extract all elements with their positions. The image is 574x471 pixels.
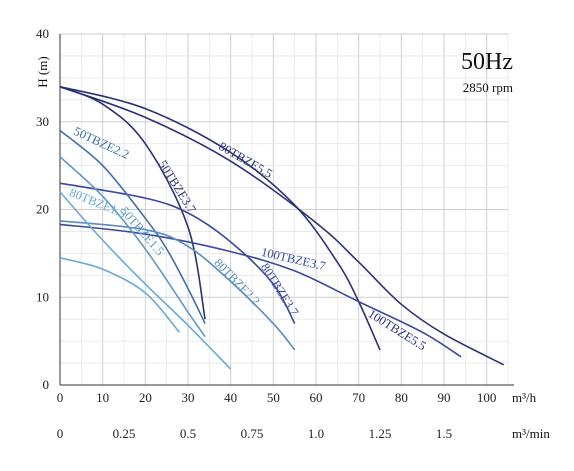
x-tick-label: 0 xyxy=(57,390,64,405)
curve-80tbze5-5 xyxy=(59,85,505,366)
curve-50tbze3-7 xyxy=(59,85,206,320)
x-tick-label: 60 xyxy=(310,390,323,405)
axes: 0 10 20 30 40 0 10 20 30 40 50 60 70 80 90 100 0 0.25 0.5 0… xyxy=(36,26,514,441)
curve-80tbze2-2 xyxy=(59,220,296,351)
rpm-annotation: 2850 rpm xyxy=(463,80,513,95)
series-label: 50TBZE2.2 xyxy=(72,124,132,162)
y-axis-title: H (m) xyxy=(35,56,50,87)
curve-50tbze1-5 xyxy=(59,156,206,338)
x2-tick-label: 1.5 xyxy=(436,426,452,441)
y-tick-label: 10 xyxy=(36,289,49,304)
x2-tick-label: 1.0 xyxy=(308,426,324,441)
x-tick-label: 80 xyxy=(395,390,408,405)
x-tick-label: 10 xyxy=(96,390,109,405)
x-axis-title-primary: m³/h xyxy=(512,390,537,405)
curve-100tbze5-5 xyxy=(59,85,381,351)
y-tick-label: 0 xyxy=(43,377,50,392)
x-tick-label: 40 xyxy=(224,390,237,405)
y-tick-label: 20 xyxy=(36,202,49,217)
x2-tick-label: 0.25 xyxy=(113,426,136,441)
x-tick-label: 50 xyxy=(267,390,280,405)
x-tick-label: 30 xyxy=(182,390,195,405)
frequency-annotation: 50Hz xyxy=(461,49,513,75)
x-tick-label: 20 xyxy=(139,390,152,405)
y-tick-label: 40 xyxy=(36,26,49,41)
grid xyxy=(60,33,509,385)
series-label: 80TBZE5.5 xyxy=(216,139,274,181)
x-axis-title-secondary: m³/min xyxy=(512,426,550,441)
x2-tick-label: 0 xyxy=(57,426,64,441)
x2-tick-label: 0.5 xyxy=(180,426,196,441)
y-tick-label: 30 xyxy=(36,114,49,129)
x-tick-label: 70 xyxy=(352,390,365,405)
x-tick-label: 100 xyxy=(477,390,497,405)
curve-80tbze1-5 xyxy=(59,191,232,370)
performance-curves xyxy=(59,85,505,370)
x2-tick-label: 1.25 xyxy=(369,426,392,441)
curve-100tbze3-7 xyxy=(59,223,462,358)
x-tick-label: 90 xyxy=(438,390,451,405)
curve-unlabeled xyxy=(59,257,181,333)
x2-tick-label: 0.75 xyxy=(241,426,264,441)
